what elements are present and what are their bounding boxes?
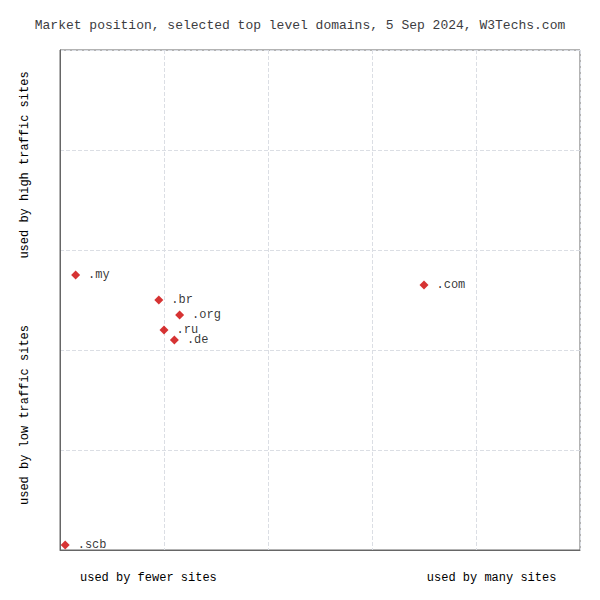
svg-text:.scb: .scb <box>78 538 107 552</box>
svg-text:used by fewer sites: used by fewer sites <box>80 571 217 585</box>
svg-text:.de: .de <box>187 333 209 347</box>
svg-text:.com: .com <box>437 278 466 292</box>
svg-text:.org: .org <box>192 308 221 322</box>
svg-text:used by many sites: used by many sites <box>427 571 557 585</box>
svg-text:used by low traffic sites: used by low traffic sites <box>18 325 32 505</box>
svg-text:Market position, selected top: Market position, selected top level doma… <box>35 18 566 33</box>
svg-text:.ru: .ru <box>176 323 199 337</box>
svg-text:used by high traffic sites: used by high traffic sites <box>18 71 32 258</box>
svg-text:.my: .my <box>88 268 110 282</box>
svg-text:.br: .br <box>171 293 193 307</box>
